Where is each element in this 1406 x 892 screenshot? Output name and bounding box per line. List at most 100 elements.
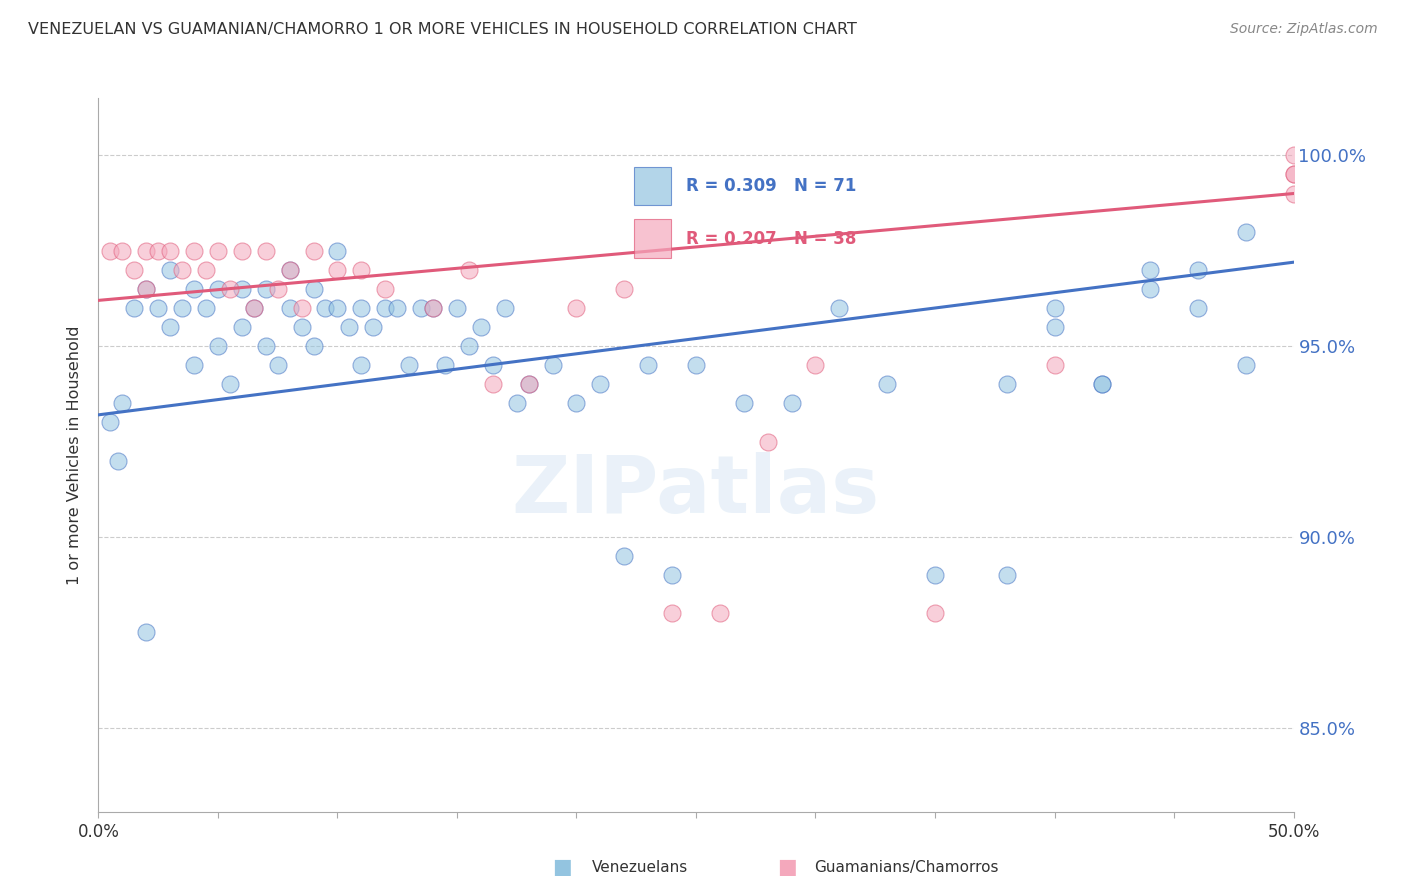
- Point: [804, 358, 827, 372]
- Point: [995, 568, 1018, 582]
- Point: [422, 301, 444, 315]
- Text: ZIPatlas: ZIPatlas: [512, 451, 880, 530]
- Point: [302, 282, 325, 296]
- Text: Source: ZipAtlas.com: Source: ZipAtlas.com: [1230, 22, 1378, 37]
- Point: [183, 358, 205, 372]
- Text: Venezuelans: Venezuelans: [592, 860, 688, 874]
- Point: [183, 244, 205, 258]
- Point: [876, 377, 898, 392]
- Point: [159, 320, 181, 334]
- Point: [219, 282, 242, 296]
- Point: [339, 320, 360, 334]
- Point: [1139, 282, 1161, 296]
- Point: [278, 263, 301, 277]
- Point: [1187, 263, 1209, 277]
- Point: [374, 301, 396, 315]
- Point: [398, 358, 420, 372]
- Point: [565, 301, 588, 315]
- Point: [243, 301, 266, 315]
- Point: [709, 607, 731, 621]
- Point: [541, 358, 564, 372]
- Point: [107, 453, 129, 467]
- Point: [924, 568, 946, 582]
- Point: [1187, 301, 1209, 315]
- Point: [207, 339, 229, 353]
- Point: [207, 282, 229, 296]
- Point: [326, 244, 349, 258]
- Point: [231, 282, 253, 296]
- Point: [422, 301, 444, 315]
- Point: [148, 244, 170, 258]
- Text: R = 0.309   N = 71: R = 0.309 N = 71: [686, 177, 856, 195]
- Point: [1091, 377, 1114, 392]
- Point: [278, 301, 301, 315]
- Point: [267, 358, 290, 372]
- Point: [254, 339, 277, 353]
- Point: [1043, 320, 1066, 334]
- Point: [1234, 358, 1257, 372]
- Point: [111, 244, 134, 258]
- Y-axis label: 1 or more Vehicles in Household: 1 or more Vehicles in Household: [67, 326, 83, 584]
- Point: [685, 358, 707, 372]
- Point: [291, 320, 314, 334]
- Point: [291, 301, 314, 315]
- Point: [326, 263, 349, 277]
- Point: [243, 301, 266, 315]
- Point: [494, 301, 516, 315]
- Point: [385, 301, 409, 315]
- Point: [1043, 301, 1066, 315]
- Point: [172, 263, 194, 277]
- Point: [135, 282, 157, 296]
- Point: [350, 263, 373, 277]
- Point: [433, 358, 456, 372]
- Point: [924, 607, 946, 621]
- Point: [350, 301, 373, 315]
- Point: [661, 607, 683, 621]
- Point: [613, 282, 636, 296]
- Text: ■: ■: [778, 857, 797, 877]
- Bar: [634, 167, 671, 205]
- Point: [1234, 225, 1257, 239]
- Point: [135, 244, 157, 258]
- Point: [411, 301, 433, 315]
- Point: [470, 320, 492, 334]
- Point: [481, 377, 505, 392]
- Point: [194, 301, 218, 315]
- Point: [1282, 168, 1305, 182]
- Point: [458, 339, 481, 353]
- Point: [1091, 377, 1114, 392]
- Point: [302, 339, 325, 353]
- Text: R = 0.207   N = 38: R = 0.207 N = 38: [686, 229, 856, 248]
- Text: 0.0%: 0.0%: [77, 823, 120, 841]
- Point: [565, 396, 588, 410]
- Point: [124, 301, 146, 315]
- Point: [135, 625, 157, 640]
- Point: [661, 568, 683, 582]
- Point: [315, 301, 337, 315]
- Point: [350, 358, 373, 372]
- Point: [1043, 358, 1066, 372]
- Point: [278, 263, 301, 277]
- Point: [183, 282, 205, 296]
- Point: [613, 549, 636, 563]
- Point: [254, 244, 277, 258]
- Point: [1139, 263, 1161, 277]
- Point: [828, 301, 851, 315]
- Point: [995, 377, 1018, 392]
- Text: ■: ■: [553, 857, 572, 877]
- Point: [363, 320, 385, 334]
- Point: [159, 244, 181, 258]
- Point: [267, 282, 290, 296]
- Point: [517, 377, 540, 392]
- Point: [506, 396, 529, 410]
- Point: [207, 244, 229, 258]
- Point: [219, 377, 242, 392]
- Point: [124, 263, 146, 277]
- Point: [159, 263, 181, 277]
- Point: [172, 301, 194, 315]
- Point: [756, 434, 779, 449]
- Point: [135, 282, 157, 296]
- Point: [194, 263, 218, 277]
- Point: [254, 282, 277, 296]
- Point: [1282, 186, 1305, 201]
